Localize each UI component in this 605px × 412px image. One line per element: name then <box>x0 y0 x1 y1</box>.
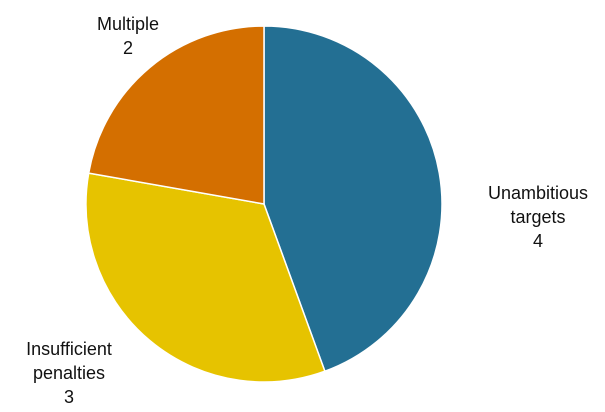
slice-label-line: Insufficient <box>26 339 112 359</box>
slice-label-insufficient-penalties: Insufficient penalties 3 <box>26 339 112 407</box>
slice-label-line: Unambitious <box>488 183 588 203</box>
slices-layer <box>85 25 443 383</box>
slice-label-line: penalties <box>33 363 105 383</box>
pie-slice-insufficient-penalties <box>85 172 326 383</box>
slice-label-line: Multiple <box>97 14 159 34</box>
slice-label-unambitious-targets: Unambitious targets 4 <box>488 183 588 251</box>
pie-slice-unambitious-targets <box>263 25 443 373</box>
slice-value: 3 <box>64 387 74 407</box>
labels-layer: Unambitious targets 4 Insufficient penalties… <box>26 14 588 407</box>
slice-label-line: targets <box>510 207 565 227</box>
pie-slice-multiple <box>87 25 265 205</box>
slice-label-multiple: Multiple 2 <box>97 14 159 58</box>
slice-value: 4 <box>533 231 543 251</box>
slice-value: 2 <box>123 38 133 58</box>
